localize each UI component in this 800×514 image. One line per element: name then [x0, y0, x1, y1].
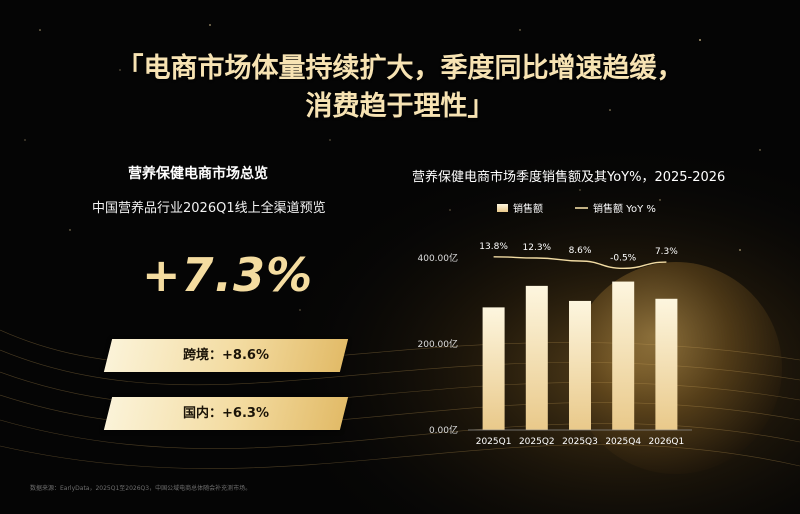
yoy-data-label: 12.3%: [523, 243, 552, 253]
yoy-data-label: 13.8%: [479, 242, 508, 252]
chart-title: 营养保健电商市场季度销售额及其YoY%，2025-2026: [412, 170, 726, 185]
yoy-data-label: 8.6%: [569, 246, 592, 256]
page-title-line-1: 「电商市场体量持续扩大，季度同比增速趋缓，: [116, 53, 684, 84]
legend-bar-label: 销售额: [513, 202, 543, 215]
chart-legend: 销售额 销售额 YoY %: [497, 202, 656, 215]
source-note: 数据来源：EarlyData，2025Q1至2026Q3，中国公域电商总体随会补…: [30, 485, 252, 492]
growth-headline-value: +7.3%: [142, 248, 314, 302]
page-title: 「电商市场体量持续扩大，季度同比增速趋缓， 消费趋于理性」: [0, 50, 800, 126]
bar-2025Q1: [482, 307, 505, 430]
bar-2026Q1: [655, 298, 678, 430]
yoy-data-label: -0.5%: [610, 253, 637, 263]
bar-2025Q2: [525, 285, 548, 430]
yoy-data-label: 7.3%: [655, 247, 678, 257]
y-tick-label: 200.00亿: [418, 338, 459, 350]
y-tick-label: 0.00亿: [429, 424, 458, 436]
overview-heading: 营养保健电商市场总览: [128, 166, 268, 182]
x-axis: 2025Q1 2025Q2 2025Q3 2025Q4 2026Q1: [468, 429, 692, 447]
x-tick-label: 2025Q1: [476, 437, 512, 447]
y-axis: 0.00亿 200.00亿 400.00亿: [418, 252, 459, 436]
bar-series: [482, 281, 678, 430]
legend-bar-swatch: [497, 204, 508, 212]
x-tick-label: 2025Q2: [519, 437, 555, 447]
legend-line-label: 销售额 YoY %: [593, 202, 656, 215]
x-tick-label: 2025Q3: [562, 437, 598, 447]
bar-2025Q3: [569, 300, 591, 430]
y-tick-label: 400.00亿: [418, 252, 459, 264]
x-tick-label: 2025Q4: [605, 437, 641, 447]
x-tick-label: 2026Q1: [649, 437, 685, 447]
overview-subheading: 中国营养品行业2026Q1线上全渠道预览: [92, 201, 326, 216]
bar-2025Q4: [612, 281, 635, 430]
yoy-line: [493, 256, 667, 270]
yoy-line-series: 13.8% 12.3% 8.6% -0.5% 7.3%: [479, 242, 678, 270]
page-title-line-2: 消费趋于理性」: [305, 91, 495, 122]
